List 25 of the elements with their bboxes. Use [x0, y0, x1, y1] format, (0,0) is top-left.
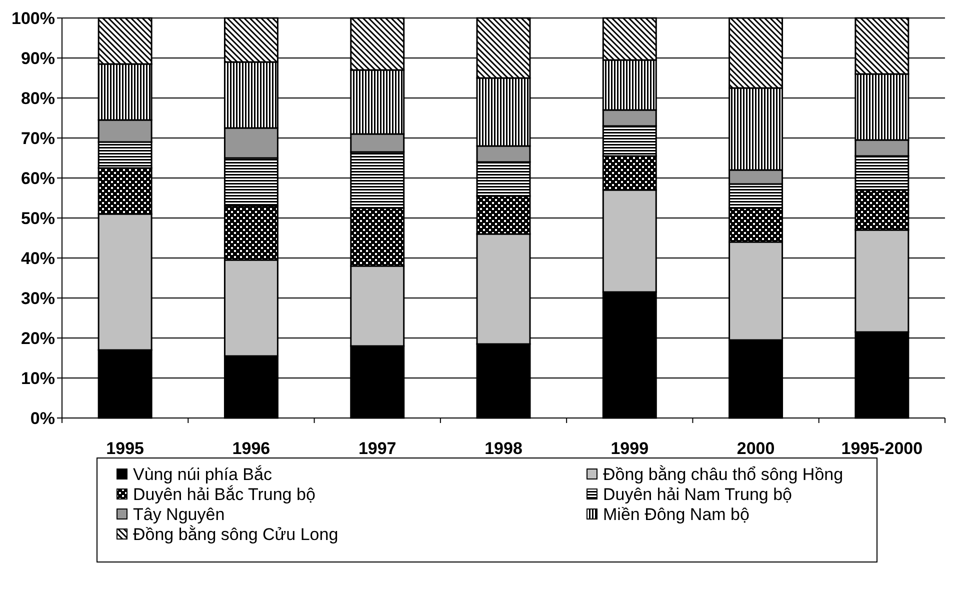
legend-label: Duyên hải Bắc Trung bộ	[133, 484, 316, 504]
y-tick-label: 80%	[20, 88, 55, 108]
x-tick-label: 1997	[358, 439, 396, 458]
legend-label: Vùng núi phía Bắc	[133, 464, 272, 484]
y-tick-label: 10%	[20, 368, 55, 388]
legend-label: Miền Đông Nam bộ	[603, 504, 750, 524]
y-tick-label: 50%	[20, 208, 55, 228]
y-tick-label: 100%	[12, 8, 55, 28]
x-tick-label: 1998	[484, 439, 522, 458]
x-tick-label: 1995	[106, 439, 144, 458]
y-tick-label: 0%	[30, 408, 55, 428]
y-tick-label: 20%	[20, 328, 55, 348]
y-tick-label: 90%	[20, 48, 55, 68]
x-tick-label: 2000	[736, 439, 775, 458]
y-tick-label: 70%	[20, 128, 55, 148]
legend-label: Duyên hải Nam Trung bộ	[603, 484, 792, 504]
legend-label: Đồng bằng sông Cửu Long	[133, 524, 338, 544]
x-tick-label: 1995-2000	[841, 439, 923, 458]
y-tick-label: 60%	[20, 168, 55, 188]
y-tick-label: 40%	[20, 248, 55, 268]
legend-label: Tây Nguyên	[133, 504, 225, 524]
x-tick-label: 1999	[610, 439, 649, 458]
legend-label: Đồng bằng châu thổ sông Hồng	[603, 464, 844, 484]
x-tick-label: 1996	[232, 439, 270, 458]
y-tick-label: 30%	[20, 288, 55, 308]
